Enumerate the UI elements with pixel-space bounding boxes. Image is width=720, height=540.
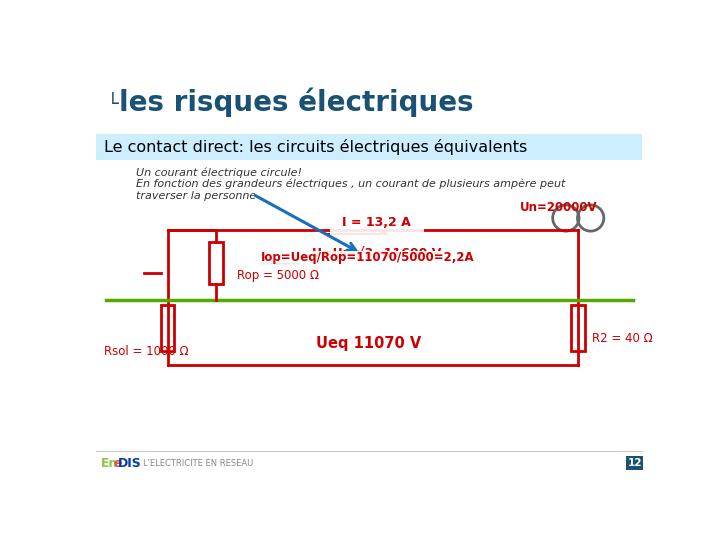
Text: Rsol = 1000 Ω: Rsol = 1000 Ω bbox=[104, 345, 189, 357]
Text: DIS: DIS bbox=[118, 457, 142, 470]
Text: traverser la personne: traverser la personne bbox=[137, 191, 257, 201]
Text: L'ELECTRICITE EN RESEAU: L'ELECTRICITE EN RESEAU bbox=[143, 459, 253, 468]
Text: les risques électriques: les risques électriques bbox=[120, 87, 474, 117]
Bar bbox=[96, 134, 642, 160]
Bar bbox=[571, 305, 585, 351]
Text: └: └ bbox=[107, 96, 119, 114]
Text: Le contact direct: les circuits électriques équivalents: Le contact direct: les circuits électriq… bbox=[104, 139, 527, 155]
Text: U=Un/√3=11600 V: U=Un/√3=11600 V bbox=[312, 247, 441, 260]
Bar bbox=[161, 305, 174, 351]
Text: 12: 12 bbox=[628, 458, 642, 468]
Text: En: En bbox=[101, 457, 118, 470]
Text: I = 13,2 A: I = 13,2 A bbox=[343, 216, 411, 229]
Text: Ueq 11070 V: Ueq 11070 V bbox=[316, 336, 422, 351]
Text: Un courant électrique circule!: Un courant électrique circule! bbox=[137, 167, 302, 178]
Text: En fonction des grandeurs électriques , un courant de plusieurs ampère peut: En fonction des grandeurs électriques , … bbox=[137, 179, 566, 190]
Bar bbox=[210, 242, 223, 284]
Bar bbox=[626, 456, 644, 470]
Text: e: e bbox=[113, 457, 122, 470]
Text: Iop=Ueq/Rop=11070/5000=2,2A: Iop=Ueq/Rop=11070/5000=2,2A bbox=[261, 251, 474, 264]
Text: R2 = 40 Ω: R2 = 40 Ω bbox=[593, 332, 653, 345]
Text: Rop = 5000 Ω: Rop = 5000 Ω bbox=[238, 268, 319, 281]
Text: Un=20000V: Un=20000V bbox=[520, 201, 598, 214]
